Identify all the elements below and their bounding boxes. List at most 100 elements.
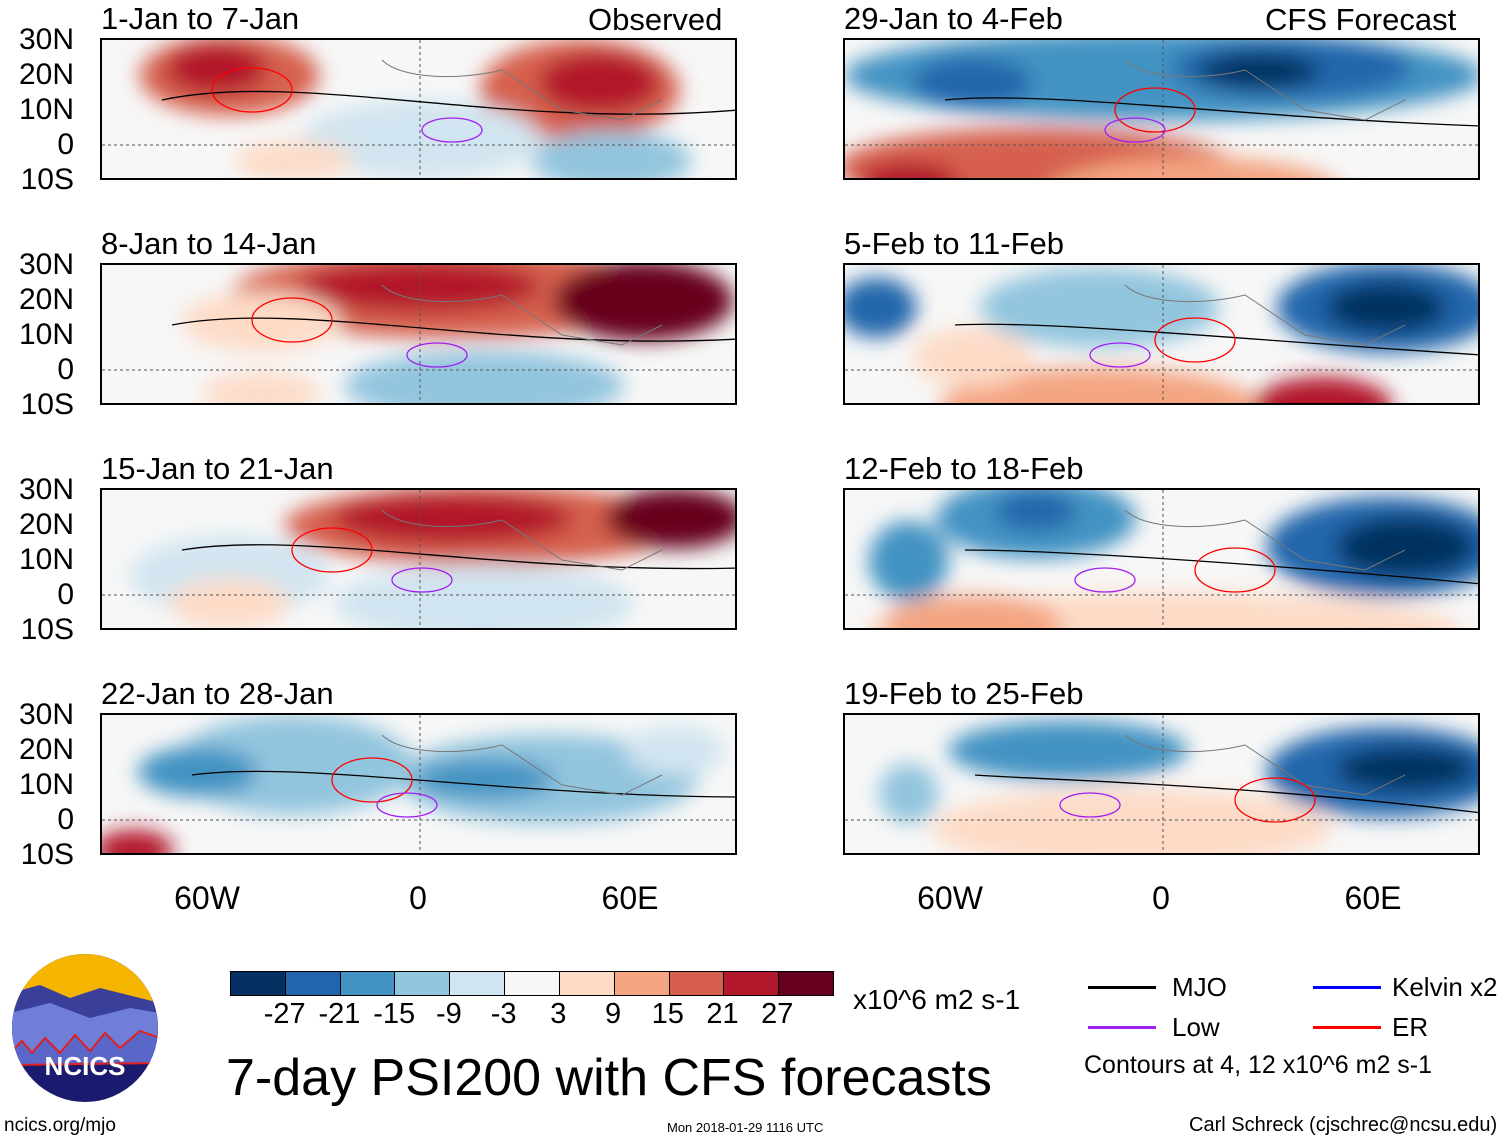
anomaly-blob [553, 265, 734, 341]
lat-label: 0 [57, 803, 74, 836]
lat-label: 30N [18, 23, 74, 56]
colorbar-tick: -9 [436, 998, 462, 1030]
anomaly-blob [845, 277, 917, 338]
lon-label: 60E [1344, 880, 1402, 916]
colorbar-swatch [231, 972, 286, 995]
ncics-logo: NCICS [10, 953, 160, 1108]
lat-label: 10S [20, 838, 74, 871]
colorbar-tick: -15 [373, 998, 416, 1030]
anomaly-blob [878, 763, 939, 824]
map-panel [843, 488, 1480, 630]
lat-label: 30N [18, 698, 74, 731]
footer-timestamp: Mon 2018-01-29 1116 UTC [667, 1120, 824, 1135]
anomaly-blob [979, 267, 1220, 348]
lat-label: 10N [18, 543, 74, 576]
anomaly-blob [912, 57, 1033, 108]
anomaly-blob [1253, 377, 1393, 403]
colorbar-swatch [559, 972, 615, 995]
lat-label: 20N [18, 58, 74, 91]
colorbar-swatch [340, 972, 396, 995]
colorbar-tick: 27 [761, 998, 794, 1030]
anomaly-blob [1335, 746, 1476, 791]
anomaly-blob [882, 594, 1063, 628]
lat-label: 10S [20, 613, 74, 646]
panel-title: 15-Jan to 21-Jan [101, 451, 334, 486]
anomaly-blob [1061, 156, 1329, 178]
anomaly-blob [859, 162, 958, 178]
legend-mjo-line [1088, 986, 1156, 989]
observed-label: Observed [588, 2, 723, 37]
anomaly-blob [625, 725, 726, 776]
colorbar-swatch [614, 972, 670, 995]
legend-er-label: ER [1392, 1012, 1429, 1042]
panel-title: 12-Feb to 18-Feb [844, 451, 1084, 486]
lon-label: 60E [601, 880, 659, 916]
map-panel [100, 263, 737, 405]
colorbar-tick: 21 [706, 998, 739, 1030]
lat-label: 10N [18, 93, 74, 126]
legend-kelvin-line [1313, 986, 1381, 989]
lat-label: 0 [57, 353, 74, 386]
anomaly-blob [1199, 53, 1320, 90]
colorbar-swatch [395, 972, 451, 995]
map-panel [843, 38, 1480, 180]
colorbar-tick: 3 [550, 998, 567, 1030]
colorbar-units: x10^6 m2 s-1 [853, 984, 1021, 1015]
anomaly-blob [414, 758, 555, 799]
lat-label: 20N [18, 283, 74, 316]
footer-url[interactable]: ncics.org/mjo [4, 1115, 116, 1136]
panel-title: 8-Jan to 14-Jan [101, 226, 317, 261]
colorbar-tick: 9 [605, 998, 622, 1030]
colorbar-tick: -27 [263, 998, 306, 1030]
colorbar-swatch [450, 972, 506, 995]
lon-label: 60W [174, 880, 240, 916]
anomaly-blob [940, 367, 1259, 403]
lat-label: 0 [57, 128, 74, 161]
anomaly-blob [169, 578, 290, 628]
colorbar-tick: 15 [651, 998, 684, 1030]
map-panel [100, 38, 737, 180]
panel-title: 1-Jan to 7-Jan [101, 1, 300, 36]
lat-label: 30N [18, 248, 74, 281]
colorbar-swatch [285, 972, 341, 995]
panel-title: 19-Feb to 25-Feb [844, 676, 1084, 711]
legend-er-line [1313, 1026, 1381, 1029]
lat-label: 20N [18, 508, 74, 541]
lon-label: 0 [409, 880, 427, 916]
anomaly-blob [912, 327, 1033, 388]
lat-label: 10N [18, 318, 74, 351]
map-panel [100, 488, 737, 630]
legend-mjo-label: MJO [1172, 972, 1227, 1002]
map-panel [843, 263, 1480, 405]
panel-title: 29-Jan to 4-Feb [844, 1, 1063, 36]
anomaly-blob [332, 493, 573, 544]
anomaly-blob [181, 291, 342, 352]
lat-label: 20N [18, 733, 74, 766]
legend-low-label: Low [1172, 1012, 1220, 1042]
lat-label: 10S [20, 163, 74, 196]
colorbar-swatch [779, 972, 833, 995]
lat-label: 10N [18, 768, 74, 801]
lon-label: 60W [917, 880, 983, 916]
logo-text: NCICS [45, 1051, 126, 1081]
anomaly-blob [1326, 282, 1447, 333]
lat-label: 0 [57, 578, 74, 611]
map-panel [100, 713, 737, 855]
anomaly-blob [996, 491, 1077, 532]
anomaly-blob [868, 521, 949, 601]
anomaly-blob [344, 350, 625, 403]
anomaly-blob [334, 563, 635, 628]
colorbar-tick: -21 [318, 998, 361, 1030]
anomaly-blob [1335, 516, 1476, 577]
footer-credit: Carl Schreck (cjschrec@ncsu.edu) [1189, 1114, 1498, 1136]
anomaly-blob [233, 140, 354, 178]
anomaly-blob [931, 788, 1332, 853]
colorbar-swatch [669, 972, 725, 995]
anomaly-blob [538, 52, 659, 113]
colorbar-swatch [505, 972, 560, 995]
anomaly-blob [605, 490, 735, 549]
anomaly-blob [102, 829, 174, 853]
figure-title: 7-day PSI200 with CFS forecasts [226, 1049, 992, 1107]
anomaly-blob [201, 372, 322, 403]
